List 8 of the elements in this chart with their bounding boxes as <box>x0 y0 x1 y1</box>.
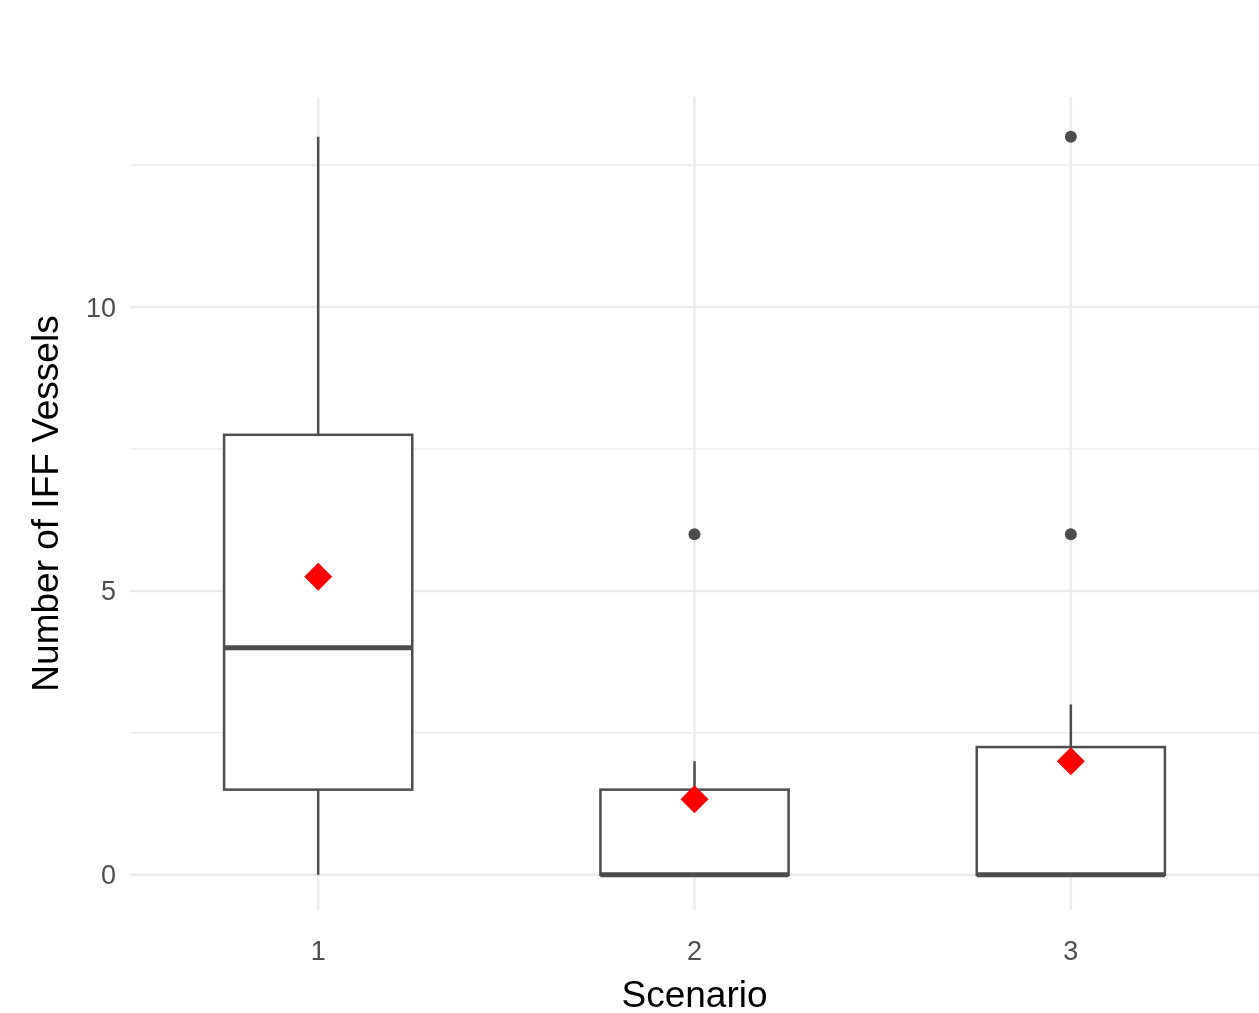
y-tick-label: 5 <box>100 576 116 607</box>
y-tick-label: 0 <box>100 860 116 891</box>
x-tick-label: 2 <box>686 936 703 966</box>
x-axis-title: Scenario <box>621 974 768 1013</box>
y-tick-label: 10 <box>85 292 116 323</box>
x-tick-label: 3 <box>1063 936 1079 966</box>
x-tick-label: 1 <box>310 936 326 966</box>
y-axis-title: Number of IFF Vessels <box>25 315 66 692</box>
